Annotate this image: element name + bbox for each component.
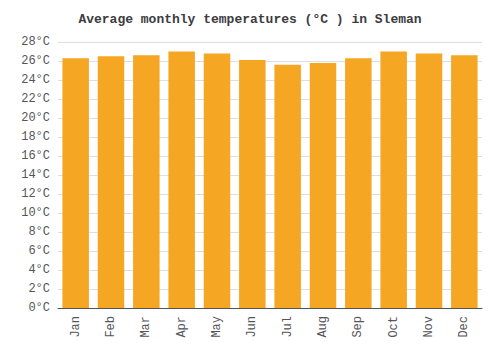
svg-text:24°C: 24°C (21, 73, 50, 87)
svg-text:28°C: 28°C (21, 35, 50, 49)
svg-text:Nov: Nov (422, 316, 436, 338)
svg-text:Jul: Jul (281, 316, 295, 338)
svg-text:Apr: Apr (175, 316, 189, 338)
svg-text:6°C: 6°C (28, 244, 50, 258)
svg-text:0°C: 0°C (28, 301, 50, 315)
svg-text:14°C: 14°C (21, 168, 50, 182)
svg-text:Jan: Jan (69, 316, 83, 338)
svg-text:Oct: Oct (387, 316, 401, 338)
svg-text:4°C: 4°C (28, 263, 50, 277)
svg-text:Dec: Dec (457, 316, 471, 338)
svg-text:22°C: 22°C (21, 92, 50, 106)
svg-text:2°C: 2°C (28, 282, 50, 296)
svg-text:16°C: 16°C (21, 149, 50, 163)
svg-text:Jun: Jun (245, 316, 259, 338)
svg-text:Average monthly temperatures (: Average monthly temperatures (°C ) in Sl… (78, 12, 421, 27)
svg-text:Feb: Feb (104, 316, 118, 338)
svg-text:18°C: 18°C (21, 130, 50, 144)
svg-text:26°C: 26°C (21, 54, 50, 68)
svg-text:Sep: Sep (351, 316, 365, 338)
svg-text:20°C: 20°C (21, 111, 50, 125)
svg-text:Mar: Mar (139, 316, 153, 338)
svg-text:10°C: 10°C (21, 206, 50, 220)
svg-text:8°C: 8°C (28, 225, 50, 239)
svg-text:Aug: Aug (316, 316, 330, 338)
svg-text:12°C: 12°C (21, 187, 50, 201)
svg-text:May: May (210, 316, 224, 338)
